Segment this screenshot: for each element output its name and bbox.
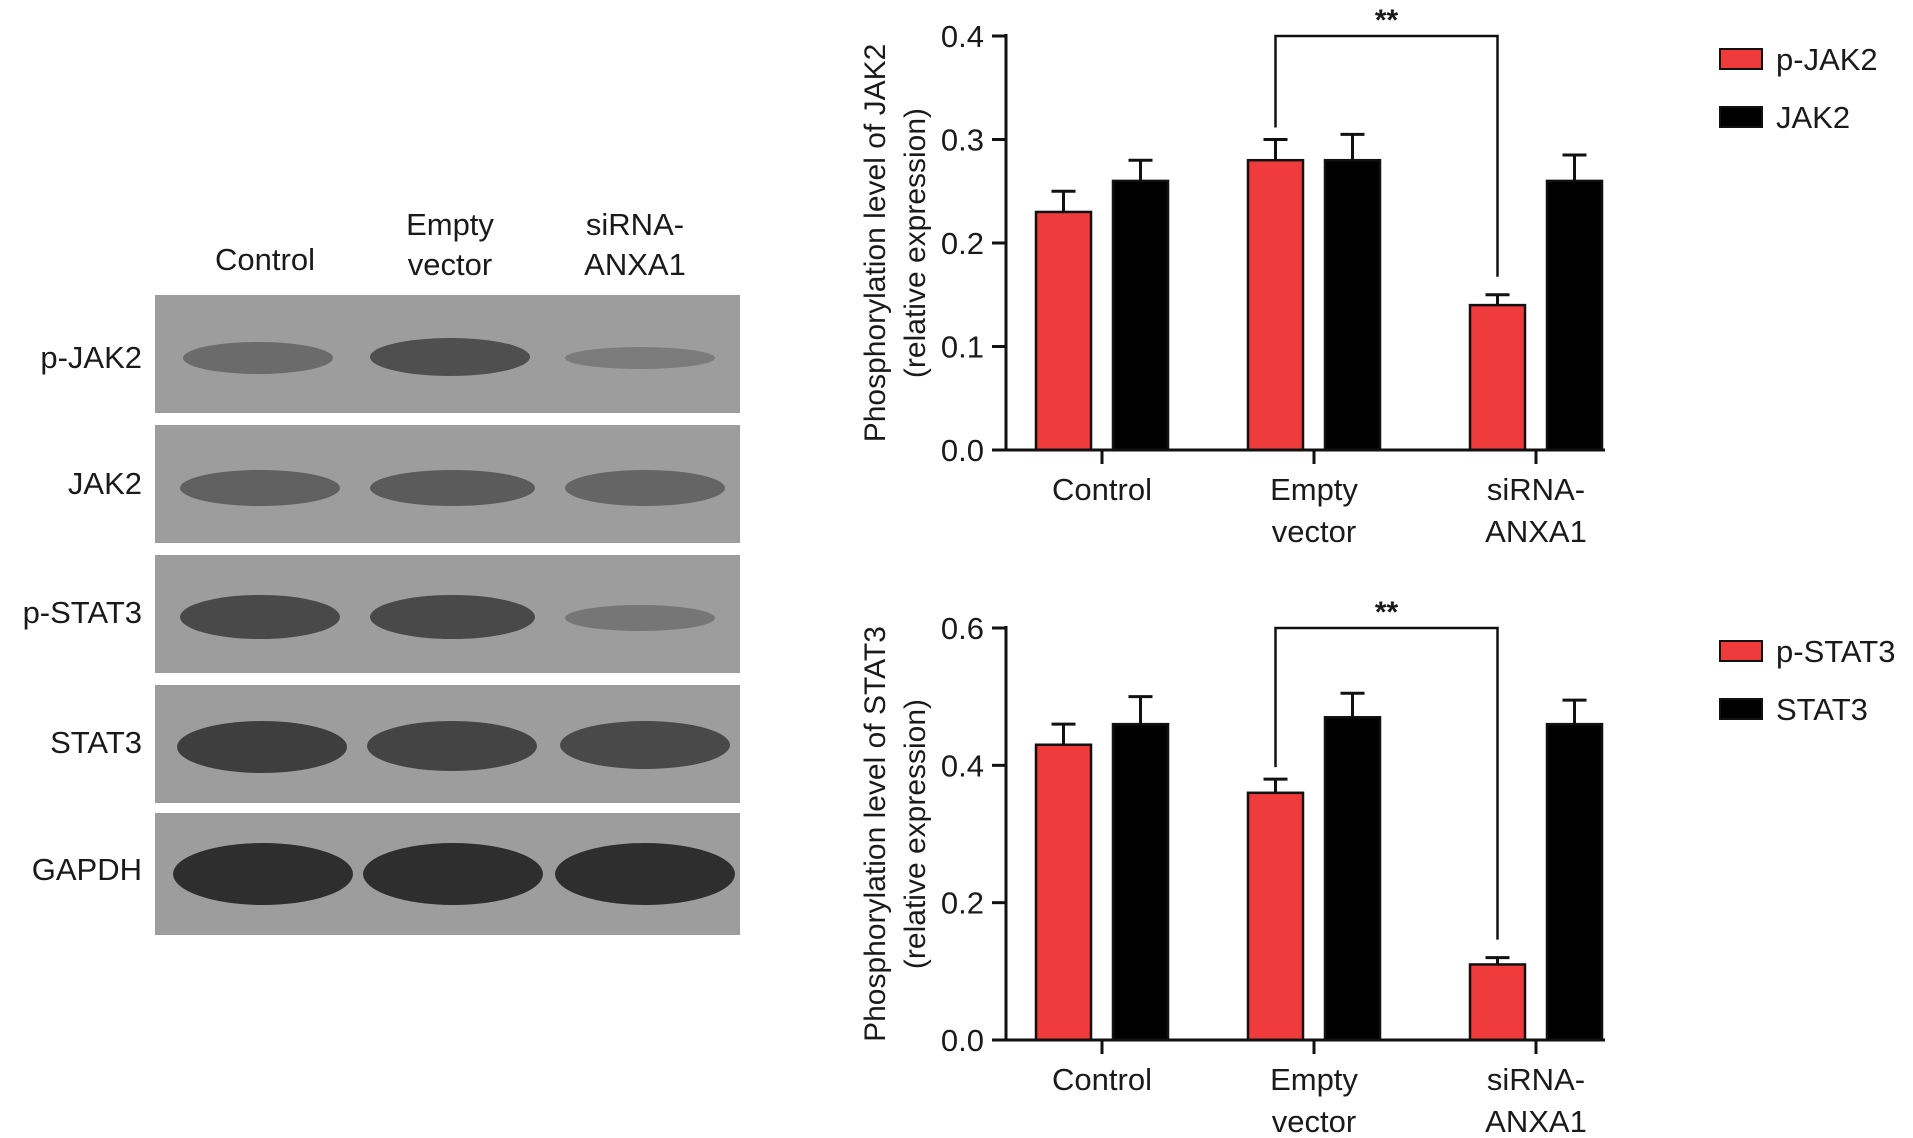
lane-header-line1: siRNA- [585, 207, 685, 242]
y-tick-label: 0.4 [941, 19, 984, 54]
y-tick-label: 0.1 [941, 330, 984, 365]
significance-label: ** [1375, 4, 1399, 37]
bar [1111, 722, 1170, 1042]
bar [1034, 743, 1093, 1042]
y-axis-title: (relative expression) [899, 108, 932, 378]
bar [1468, 963, 1527, 1042]
legend-label: p-JAK2 [1776, 42, 1878, 77]
lane-header-control: Control [180, 240, 350, 280]
y-tick-label: 0.2 [941, 226, 984, 261]
bar [1246, 158, 1305, 452]
x-tick-label: Empty [1270, 1062, 1358, 1097]
blot-band [565, 470, 725, 506]
western-blot-panel: Control Empty vector siRNA- ANXA1 p-JAK2… [0, 0, 760, 1138]
blot-row-label: JAK2 [67, 466, 142, 501]
x-tick-label: Empty [1270, 472, 1358, 507]
y-axis-title: Phosphorylation level of STAT3 [859, 626, 892, 1042]
legend-swatch [1719, 106, 1763, 128]
lane-header-line1: Empty [406, 207, 494, 242]
lane-header-line2: ANXA1 [584, 247, 686, 282]
y-tick-label: 0.0 [941, 1023, 984, 1058]
x-tick-label: siRNA- [1487, 472, 1585, 507]
bar [1111, 179, 1170, 452]
bar [1246, 791, 1305, 1042]
blot-band [565, 605, 715, 631]
legend-swatch [1719, 698, 1763, 720]
blot-row-label: GAPDH [31, 852, 142, 887]
x-tick-label: ANXA1 [1485, 1104, 1587, 1138]
blot-band [180, 595, 340, 639]
blot-band [180, 470, 340, 506]
y-tick-label: 0.6 [941, 611, 984, 646]
legend-label: STAT3 [1776, 692, 1868, 727]
blot-row-label: STAT3 [50, 725, 142, 760]
blot-band [370, 338, 530, 376]
bar-chart-2: 0.0 0.2 0.4 0.6 Control Empty vector siRNA- ANXA… [859, 596, 1895, 1138]
blot-band [555, 843, 735, 905]
blot-band [560, 721, 730, 769]
x-tick-label: Control [1052, 472, 1152, 507]
lane-header-line2: Control [215, 242, 315, 277]
significance-bracket [1274, 626, 1499, 940]
bar [1545, 179, 1604, 452]
bar [1468, 303, 1527, 452]
bar [1034, 210, 1093, 452]
significance-label: ** [1375, 596, 1399, 629]
significance-bracket [1274, 34, 1499, 277]
lane-header-empty-vector: Empty vector [365, 205, 535, 285]
bar [1545, 722, 1604, 1042]
blot-band [367, 721, 537, 771]
bar [1323, 716, 1382, 1042]
blot-strip-gapdh [155, 813, 740, 935]
legend-label: JAK2 [1776, 100, 1850, 135]
lane-header-line2: vector [407, 247, 493, 282]
blot-strip-p-stat3 [155, 555, 740, 673]
y-tick-label: 0.4 [941, 748, 984, 783]
blot-strip-p-jak2 [155, 295, 740, 413]
lane-header-sirna-anxa1: siRNA- ANXA1 [550, 205, 720, 285]
y-axis-title: Phosphorylation level of JAK2 [859, 44, 892, 443]
blot-strip-jak2 [155, 425, 740, 543]
x-tick-label: vector [1272, 1104, 1356, 1138]
blot-band [363, 843, 543, 905]
legend-swatch [1719, 640, 1763, 662]
blot-strip-stat3 [155, 685, 740, 803]
x-tick-label: ANXA1 [1485, 514, 1587, 549]
y-tick-label: 0.3 [941, 123, 984, 158]
x-tick-label: siRNA- [1487, 1062, 1585, 1097]
bar [1323, 158, 1382, 452]
blot-band [565, 347, 715, 369]
blot-band [370, 470, 535, 506]
legend-label: p-STAT3 [1776, 634, 1895, 669]
blot-row-label: p-JAK2 [40, 340, 142, 375]
y-axis-title: (relative expression) [899, 699, 932, 969]
blot-band [173, 843, 353, 905]
blot-band [370, 595, 535, 639]
legend-swatch [1719, 48, 1763, 70]
bar-chart-1: 0.0 0.1 0.2 0.3 0.4 Control Empty vector siRNA- A… [859, 4, 1878, 549]
y-tick-label: 0.2 [941, 886, 984, 921]
y-tick-label: 0.0 [941, 433, 984, 468]
blot-band [177, 721, 347, 773]
x-tick-label: vector [1272, 514, 1356, 549]
x-tick-label: Control [1052, 1062, 1152, 1097]
blot-band [183, 342, 333, 374]
blot-row-label: p-STAT3 [22, 595, 142, 630]
